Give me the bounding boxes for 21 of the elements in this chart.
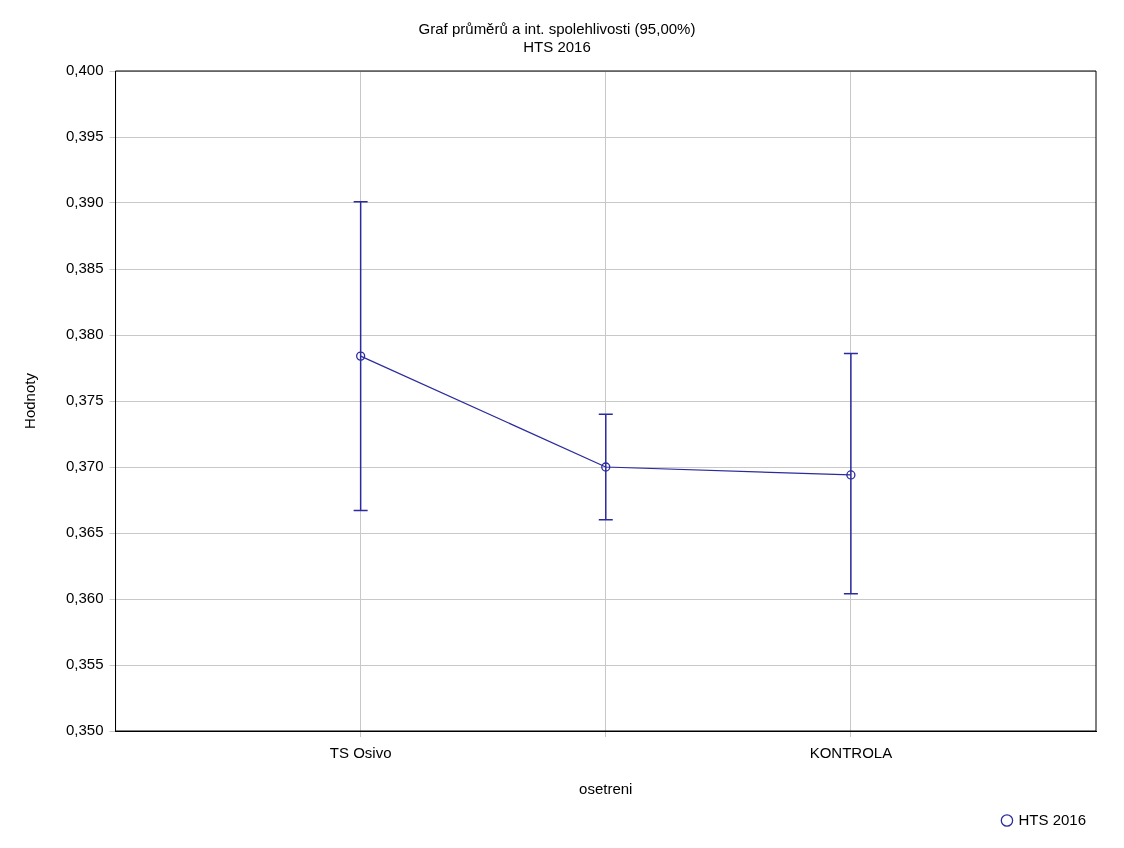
- y-tick-label: 0,350: [65, 721, 104, 739]
- point: [846, 470, 856, 480]
- x-tick-label: KONTROLA: [809, 744, 893, 762]
- y-tick-label: 0,360: [65, 589, 104, 607]
- x-tick-label: TS Osivo: [329, 744, 392, 762]
- y-tick-label: 0,385: [65, 259, 104, 277]
- y-axis-title: Hodnoty: [21, 372, 39, 429]
- y-tick-label: 0,355: [65, 655, 104, 673]
- chart-subtitle: HTS 2016: [523, 38, 591, 56]
- y-tick-label: 0,375: [65, 391, 104, 409]
- legend-label: HTS 2016: [1018, 810, 1087, 828]
- y-tick-label: 0,365: [65, 523, 104, 541]
- x-axis-title: osetreni: [579, 780, 633, 798]
- y-tick-label: 0,395: [65, 127, 104, 145]
- y-tick-label: 0,400: [65, 61, 104, 79]
- y-tick-label: 0,380: [65, 325, 104, 343]
- point: [601, 462, 611, 472]
- chart-title: Graf průměrů a int. spolehlivosti (95,00%): [418, 20, 696, 38]
- y-tick-label: 0,390: [65, 193, 104, 211]
- point: [356, 351, 366, 361]
- y-tick-label: 0,370: [65, 457, 104, 475]
